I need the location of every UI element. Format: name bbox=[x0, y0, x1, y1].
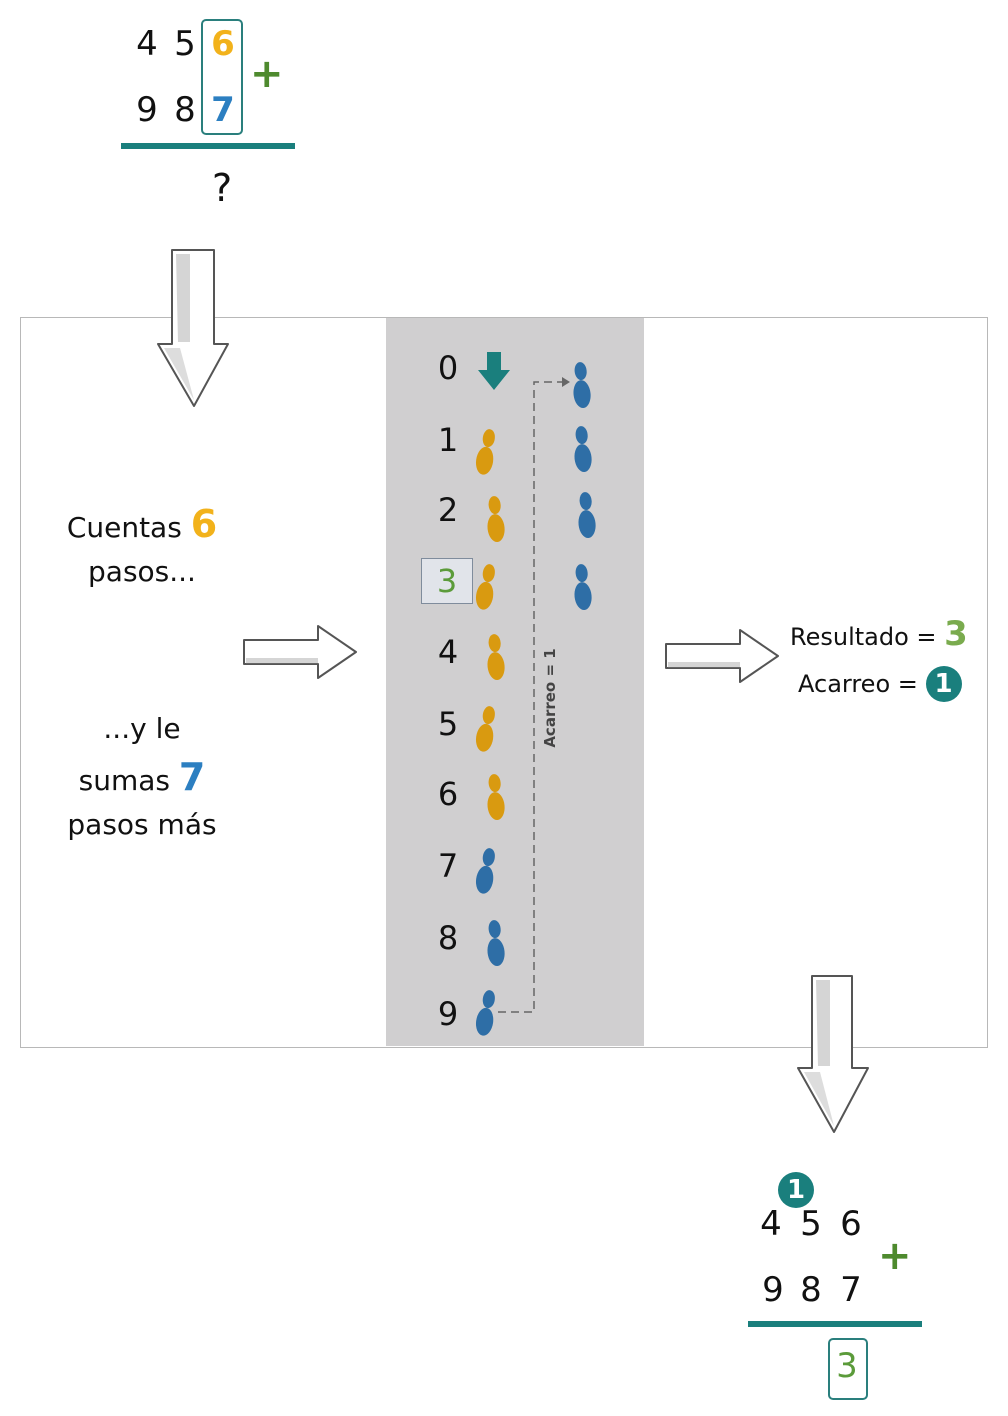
result-value: 3 bbox=[944, 614, 968, 654]
carry-label: Acarreo = bbox=[798, 670, 918, 698]
result-box bbox=[828, 1338, 868, 1400]
top-row2-digit: 9 bbox=[136, 90, 158, 130]
number-track bbox=[386, 318, 644, 1046]
count-line: Cuentas 6 bbox=[22, 500, 262, 552]
bottom-row2-digit: 7 bbox=[840, 1270, 862, 1310]
step-number: 8 bbox=[437, 919, 459, 957]
down-arrow-icon bbox=[157, 249, 229, 407]
unknown-result: ? bbox=[212, 166, 233, 210]
units-column-highlight bbox=[201, 19, 243, 135]
add-word: sumas bbox=[78, 764, 170, 797]
sum-line bbox=[121, 143, 295, 149]
orange-footprint-icon bbox=[474, 562, 498, 611]
top-row1-digit: 4 bbox=[136, 24, 158, 64]
orange-footprint-icon bbox=[484, 773, 506, 821]
blue-footprint-icon bbox=[484, 919, 506, 967]
orange-footprint-icon bbox=[484, 633, 506, 681]
sum-line bbox=[748, 1321, 922, 1327]
blue-footprint-icon bbox=[575, 491, 597, 539]
step-number: 7 bbox=[437, 847, 459, 885]
top-row2-digit: 7 bbox=[211, 90, 235, 130]
orange-footprint-icon bbox=[474, 704, 498, 753]
carry-path-label: Acarreo = 1 bbox=[541, 648, 559, 748]
top-row1-digit: 5 bbox=[174, 24, 196, 64]
count-number: 6 bbox=[190, 502, 218, 546]
footprints-layer bbox=[474, 361, 597, 1037]
step-number: 6 bbox=[437, 775, 459, 813]
plus-sign: + bbox=[878, 1233, 912, 1279]
carry-line: Acarreo = 1 bbox=[798, 664, 998, 704]
more-steps-line: pasos más bbox=[67, 808, 217, 841]
add-number: 7 bbox=[178, 755, 206, 799]
orange-footprint-icon bbox=[474, 427, 498, 476]
add-line: sumas 7 bbox=[22, 753, 262, 805]
blue-footprint-icon bbox=[571, 425, 593, 473]
result-label: Resultado = bbox=[790, 623, 937, 651]
count-word: Cuentas bbox=[66, 511, 182, 544]
bottom-row2-digit: 8 bbox=[800, 1270, 822, 1310]
down-arrow-icon bbox=[797, 975, 869, 1133]
bottom-row1-digit: 6 bbox=[840, 1204, 862, 1244]
bottom-row1-digit: 5 bbox=[800, 1204, 822, 1244]
carry-value-badge: 1 bbox=[925, 666, 962, 702]
carry-arrowhead-icon bbox=[562, 377, 570, 387]
bottom-row2-digit: 9 bbox=[762, 1270, 784, 1310]
step-number: 4 bbox=[437, 633, 459, 671]
highlighted-step-number: 3 bbox=[421, 558, 473, 604]
carry-badge: 1 bbox=[778, 1172, 814, 1208]
blue-footprint-icon bbox=[570, 361, 592, 409]
step-number: 1 bbox=[437, 421, 459, 459]
blue-footprint-icon bbox=[474, 988, 498, 1037]
orange-footprint-icon bbox=[484, 495, 506, 543]
step-number: 2 bbox=[437, 491, 459, 529]
bottom-row1-digit: 4 bbox=[760, 1204, 782, 1244]
step-number: 0 bbox=[437, 349, 459, 387]
start-arrow-icon bbox=[478, 352, 510, 390]
steps-line: pasos... bbox=[88, 555, 196, 588]
blue-footprint-icon bbox=[474, 846, 498, 895]
result-digit: 3 bbox=[836, 1346, 858, 1386]
blue-footprint-icon bbox=[571, 563, 593, 611]
carry-path bbox=[498, 381, 568, 1013]
result-line: Resultado = 3 bbox=[790, 614, 990, 657]
right-arrow-icon bbox=[243, 625, 357, 679]
plus-sign: + bbox=[250, 51, 284, 97]
top-row1-digit: 6 bbox=[211, 24, 235, 64]
step-number: 5 bbox=[437, 705, 459, 743]
step-number: 9 bbox=[437, 995, 459, 1033]
and-line: ...y le bbox=[103, 712, 181, 745]
top-row2-digit: 8 bbox=[174, 90, 196, 130]
right-arrow-icon bbox=[665, 629, 779, 683]
